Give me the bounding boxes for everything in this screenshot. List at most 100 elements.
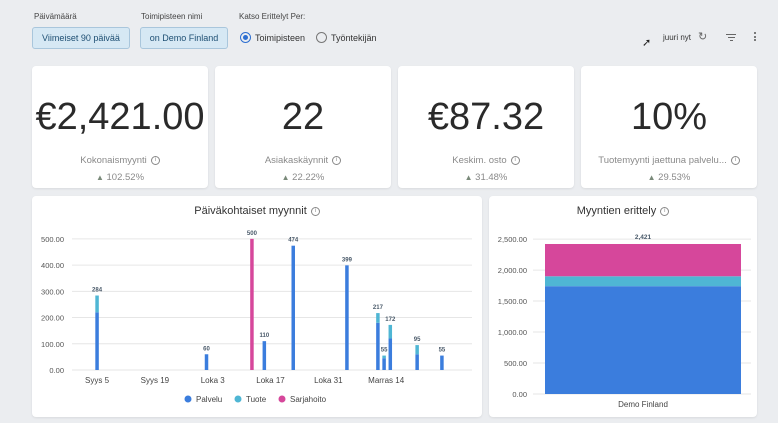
- refresh-icon[interactable]: ↻: [698, 31, 708, 43]
- kpi-value: €87.32: [427, 96, 545, 138]
- bar-total-label: 2,421: [635, 234, 652, 241]
- bar-segment-palvelu: [388, 338, 393, 370]
- bar-segment-tuote: [95, 295, 99, 313]
- y-tick-label: 500.00: [41, 235, 64, 244]
- date-filter-label: Päivämäärä: [34, 12, 77, 21]
- cursor-icon: ➚: [642, 37, 652, 49]
- sales-breakdown-chart: 0.00 500.00 1,000.00 1,500.00 2,000.00 2,500.…: [498, 234, 751, 409]
- kpi-change: ▲ 102.52%: [95, 172, 145, 183]
- radio-unselected-icon: [316, 32, 327, 43]
- bar-segment-tuote: [388, 324, 393, 339]
- kpi-change: ▲ 29.53%: [647, 172, 691, 183]
- bar-value-label: 474: [288, 238, 299, 244]
- bar-value-label: 60: [203, 346, 210, 352]
- info-icon[interactable]: i: [332, 155, 342, 165]
- daily-sales-chart: 0.00 100.00 200.00 300.00 400.00 500.00 Syys 5…: [41, 231, 472, 404]
- y-tick-label: 500.00: [504, 359, 527, 368]
- kpi-change: ▲ 22.22%: [281, 172, 325, 183]
- info-icon[interactable]: i: [510, 155, 520, 165]
- legend-marker: [234, 395, 242, 403]
- y-tick-label: 0.00: [512, 390, 527, 399]
- radio-selected-icon: [240, 32, 251, 43]
- chart-title: Myyntien erittely i: [489, 205, 757, 217]
- bar-segment-tuote: [382, 355, 386, 359]
- info-icon[interactable]: i: [150, 155, 160, 165]
- legend-label: Palvelu: [196, 395, 222, 404]
- kpi-card-visits[interactable]: 22 Asiakaskäynnit i ▲ 22.22%: [215, 66, 391, 188]
- location-filter-button[interactable]: on Demo Finland: [140, 27, 228, 49]
- daily-sales-chart-card: Päiväkohtaiset myynnit i 0.00 100.00 200.00…: [32, 196, 482, 417]
- y-tick-label: 100.00: [41, 340, 64, 349]
- kpi-value: 22: [281, 96, 325, 138]
- bar-value-label: 110: [259, 333, 269, 339]
- info-icon[interactable]: i: [310, 206, 320, 216]
- bar-segment-palvelu: [291, 245, 295, 370]
- legend-label: Tuote: [246, 395, 267, 404]
- legend-marker: [184, 395, 192, 403]
- more-icon[interactable]: [754, 32, 757, 41]
- bar-segment-tuote: [376, 313, 380, 323]
- bar-segment-palvelu: [415, 354, 419, 370]
- up-arrow-icon: ▲: [647, 173, 656, 182]
- bar-segment-palvelu: [345, 265, 349, 370]
- bar-segment-palvelu: [95, 312, 99, 370]
- x-tick-label: Loka 3: [201, 376, 226, 385]
- kpi-label: Keskim. osto i: [404, 155, 568, 166]
- x-tick-label: Loka 17: [256, 376, 285, 385]
- view-by-label: Katso Erittelyt Per:: [239, 12, 306, 21]
- bar-segment-palvelu: [382, 358, 386, 370]
- bar-segment-palvelu: [204, 354, 209, 370]
- sales-breakdown-chart-card: Myyntien erittely i 0.00 500.00 1,000.00 1,5…: [489, 196, 757, 417]
- bar-value-label: 55: [439, 348, 446, 354]
- view-by-employee-radio[interactable]: Työntekijän: [316, 32, 377, 43]
- y-tick-label: 300.00: [41, 287, 64, 296]
- kpi-label: Tuotemyynti jaettuna palvelu... i: [587, 155, 751, 166]
- y-tick-label: 400.00: [41, 261, 64, 270]
- kpi-card-total-sales[interactable]: €2,421.00 Kokonaismyynti i ▲ 102.52%: [32, 66, 208, 188]
- bar-value-label: 500: [247, 231, 258, 237]
- date-filter-button[interactable]: Viimeiset 90 päivää: [32, 27, 130, 49]
- y-tick-label: 200.00: [41, 314, 64, 323]
- stacked-bar-sarjahoito: [545, 243, 741, 277]
- up-arrow-icon: ▲: [95, 173, 104, 182]
- info-icon[interactable]: i: [660, 206, 670, 216]
- y-tick-label: 0.00: [49, 366, 64, 375]
- kpi-label: Asiakaskäynnit i: [221, 155, 385, 166]
- chart-title: Päiväkohtaiset myynnit i: [32, 205, 482, 217]
- kpi-value: €2,421.00: [35, 96, 205, 138]
- up-arrow-icon: ▲: [281, 173, 290, 182]
- bar-value-label: 399: [342, 257, 353, 263]
- y-tick-label: 1,000.00: [498, 328, 527, 337]
- kpi-label: Kokonaismyynti i: [38, 155, 202, 166]
- bar-segment-palvelu: [376, 322, 380, 370]
- bar-segment-palvelu: [440, 355, 444, 370]
- stacked-bar-palvelu: [545, 286, 741, 394]
- filter-icon[interactable]: [726, 34, 736, 41]
- x-tick-label: Demo Finland: [618, 400, 668, 409]
- y-tick-label: 2,000.00: [498, 266, 527, 275]
- legend-label: Sarjahoito: [290, 395, 327, 404]
- last-refresh-text: juuri nyt: [663, 33, 692, 42]
- kpi-change: ▲ 31.48%: [464, 172, 508, 183]
- kpi-value: 10%: [630, 96, 708, 138]
- bar-value-label: 217: [373, 305, 384, 311]
- stacked-bar-tuote: [545, 276, 741, 287]
- legend-marker: [278, 395, 286, 403]
- location-filter-label: Toimipisteen nimi: [141, 12, 203, 21]
- bar-value-label: 55: [381, 348, 388, 354]
- kpi-card-product-ratio[interactable]: 10% Tuotemyynti jaettuna palvelu... i ▲ 2…: [581, 66, 757, 188]
- y-tick-label: 2,500.00: [498, 235, 527, 244]
- bar-value-label: 172: [385, 317, 396, 323]
- bar-segment-palvelu: [262, 341, 267, 370]
- up-arrow-icon: ▲: [464, 173, 473, 182]
- bar-value-label: 95: [414, 337, 421, 343]
- bar-segment-tuote: [415, 345, 419, 355]
- x-tick-label: Marras 14: [368, 376, 405, 385]
- radio-label: Toimipisteen: [255, 32, 306, 43]
- x-tick-label: Syys 5: [85, 376, 110, 385]
- view-by-location-radio[interactable]: Toimipisteen: [240, 32, 305, 43]
- kpi-card-avg-purchase[interactable]: €87.32 Keskim. osto i ▲ 31.48%: [398, 66, 574, 188]
- info-icon[interactable]: i: [730, 155, 740, 165]
- bar-value-label: 284: [92, 288, 103, 294]
- y-tick-label: 1,500.00: [498, 297, 527, 306]
